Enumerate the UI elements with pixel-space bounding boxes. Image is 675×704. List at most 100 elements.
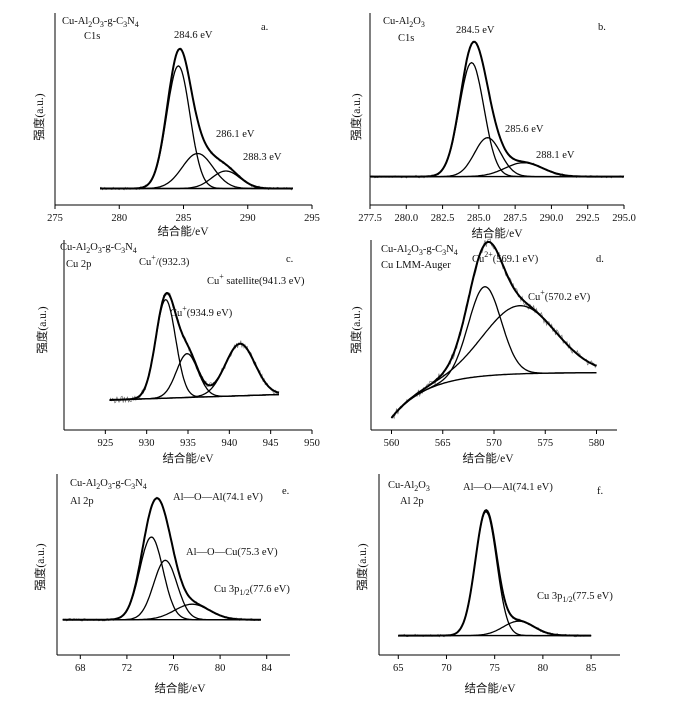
panel-e-xtick-label: 84 xyxy=(261,663,272,674)
panel-f-region: Al 2p xyxy=(400,496,424,507)
panel-d-component-peak-1 xyxy=(390,286,597,419)
panel-d-component-peak-2 xyxy=(390,305,597,419)
panel-b-raw-data xyxy=(369,40,625,179)
panel-d: 560 565 570 575 580 Cu-Al2O3-g-C3N4 Cu LMM-A… xyxy=(349,238,617,465)
panel-c-peak-label-3: Cu+ satellite(941.3 eV) xyxy=(207,272,305,287)
panel-b-peak-label-3: 288.1 eV xyxy=(536,150,575,161)
panel-b-curves xyxy=(369,40,625,179)
panel-a: 275 280 285 290 295 Cu-Al2O3-g-C3N4 C1s a. 2… xyxy=(32,13,320,238)
panel-b-xticks: 277.5 280.0 282.5 285.0 287.5 290.0 292.5 295.0 xyxy=(358,205,636,224)
panel-a-component-peak-1 xyxy=(100,65,293,190)
panel-c-xtick-label: 945 xyxy=(263,438,279,449)
panel-b-component-peak-3 xyxy=(370,162,624,178)
panel-c-axes xyxy=(63,240,312,431)
panel-f-xtick-label: 85 xyxy=(586,663,597,674)
panel-d-ylabel: 强度(a.u.) xyxy=(349,306,363,353)
panel-c-xtick-label: 930 xyxy=(139,438,155,449)
panel-c-xtick-label: 940 xyxy=(221,438,237,449)
panel-b-xtick-label: 295.0 xyxy=(612,213,636,224)
panel-f-component-peak-2 xyxy=(398,620,592,637)
panel-c-curves xyxy=(109,291,280,404)
panel-f-raw-data xyxy=(398,509,592,638)
panel-d-xlabel: 结合能/eV xyxy=(462,451,514,465)
panel-e-region: Al 2p xyxy=(70,496,94,507)
panel-f-xtick-label: 75 xyxy=(489,663,500,674)
panel-e-curves xyxy=(62,496,262,622)
panel-a-curves xyxy=(99,47,294,191)
panel-d-xtick-label: 565 xyxy=(435,438,451,449)
panel-a-xticks: 275 280 285 290 295 xyxy=(47,205,320,224)
panel-a-xtick-label: 295 xyxy=(304,213,320,224)
panel-a-xtick-label: 275 xyxy=(47,213,63,224)
panel-d-envelope xyxy=(390,240,597,419)
panel-f-xtick-label: 65 xyxy=(393,663,404,674)
panel-c: 925 930 935 940 945 950 Cu-Al2O3-g-C3N4 Cu 2p… xyxy=(35,240,320,465)
panel-d-letter: d. xyxy=(596,254,604,265)
panel-b-xtick-label: 290.0 xyxy=(540,213,564,224)
panel-c-xtick-label: 925 xyxy=(97,438,113,449)
panel-a-xtick-label: 285 xyxy=(176,213,192,224)
panel-d-xtick-label: 560 xyxy=(384,438,400,449)
panel-d-peak-label-2: Cu+(570.2 eV) xyxy=(528,288,591,303)
panel-a-xlabel: 结合能/eV xyxy=(157,224,209,238)
panel-d-region: Cu LMM-Auger xyxy=(381,260,451,271)
panel-e-ylabel: 强度(a.u.) xyxy=(33,543,47,590)
panel-e-sample-title: Cu-Al2O3-g-C3N4 xyxy=(70,478,147,491)
panel-c-xtick-label: 950 xyxy=(304,438,320,449)
panel-d-xtick-label: 570 xyxy=(486,438,502,449)
panel-c-xtick-label: 935 xyxy=(180,438,196,449)
panel-c-region: Cu 2p xyxy=(66,259,91,270)
panel-d-sample-title: Cu-Al2O3-g-C3N4 xyxy=(381,244,458,257)
panel-d-curves xyxy=(390,238,597,420)
panel-f-xtick-label: 80 xyxy=(538,663,549,674)
panel-e-xtick-label: 76 xyxy=(168,663,179,674)
panel-f-xlabel: 结合能/eV xyxy=(464,681,516,695)
panel-c-ylabel: 强度(a.u.) xyxy=(35,306,49,353)
panel-b-axes xyxy=(369,13,624,206)
panel-a-peak-label-2: 286.1 eV xyxy=(216,129,255,140)
panel-b-sample-title: Cu-Al2O3 xyxy=(383,16,425,29)
panel-a-peak-label-3: 288.3 eV xyxy=(243,152,282,163)
panel-b-peak-label-2: 285.6 eV xyxy=(505,124,544,135)
panel-a-sample-title: Cu-Al2O3-g-C3N4 xyxy=(62,16,139,29)
panel-f-sample-title: Cu-Al2O3 xyxy=(388,480,430,493)
panel-f-curves xyxy=(398,509,592,638)
panel-f-peak-label-1: Al—O—Al(74.1 eV) xyxy=(463,482,553,493)
panel-f-letter: f. xyxy=(597,486,603,497)
panel-d-xtick-label: 575 xyxy=(537,438,553,449)
panel-e-peak-label-1: Al—O—Al(74.1 eV) xyxy=(173,492,263,503)
panel-a-peak-label-1: 284.6 eV xyxy=(174,30,213,41)
panel-e-envelope xyxy=(62,497,261,621)
panel-b-envelope xyxy=(370,40,624,178)
panel-b-xtick-label: 292.5 xyxy=(576,213,600,224)
panel-a-region: C1s xyxy=(84,31,100,42)
panel-e-xtick-label: 72 xyxy=(122,663,133,674)
panel-e-letter: e. xyxy=(282,486,289,497)
panel-e-raw-data xyxy=(62,496,262,622)
panel-f-envelope xyxy=(398,509,592,637)
panel-c-sample-title: Cu-Al2O3-g-C3N4 xyxy=(60,242,137,255)
panel-e-peak-label-3: Cu 3p1/2(77.6 eV) xyxy=(214,584,290,597)
panel-f: 65 70 75 80 85 Cu-Al2O3 Al 2p f. Al—O—Al(74.… xyxy=(355,474,620,695)
panel-d-xticks: 560 565 570 575 580 xyxy=(384,430,604,449)
panel-f-ylabel: 强度(a.u.) xyxy=(355,543,369,590)
panel-a-component-peak-3 xyxy=(100,170,293,190)
panel-a-envelope xyxy=(100,47,293,190)
panel-e-xtick-label: 80 xyxy=(215,663,226,674)
panel-d-baseline xyxy=(390,372,597,419)
panel-b-peak-label-1: 284.5 eV xyxy=(456,25,495,36)
panel-c-xticks: 925 930 935 940 945 950 xyxy=(97,430,320,449)
panel-b-component-peak-2 xyxy=(370,137,624,178)
panel-c-peak-label-1: Cu+/(932.3) xyxy=(139,253,190,268)
panel-b-xtick-label: 287.5 xyxy=(503,213,527,224)
panel-b-xtick-label: 277.5 xyxy=(358,213,382,224)
panel-e-xlabel: 结合能/eV xyxy=(154,681,206,695)
panel-e-xtick-label: 68 xyxy=(75,663,86,674)
panel-b: 277.5 280.0 282.5 285.0 287.5 290.0 292.5 295.0… xyxy=(349,13,636,240)
panel-c-xlabel: 结合能/eV xyxy=(162,451,214,465)
panel-a-ylabel: 强度(a.u.) xyxy=(32,93,46,140)
panel-c-envelope xyxy=(109,291,280,401)
panel-b-ylabel: 强度(a.u.) xyxy=(349,93,363,140)
panel-a-letter: a. xyxy=(261,22,268,33)
